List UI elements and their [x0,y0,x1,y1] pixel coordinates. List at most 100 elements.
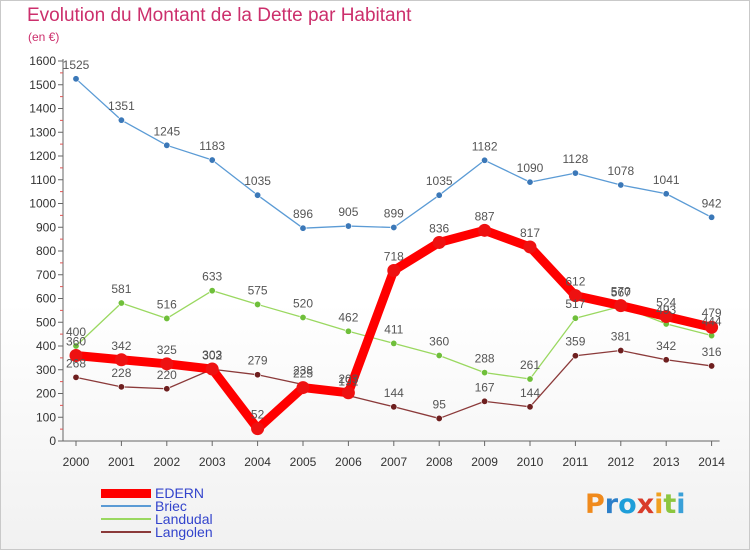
point-edern [659,310,673,324]
data-label-briec: 1035 [244,174,271,188]
data-label-landudal: 516 [157,297,177,311]
legend-item-edern: EDERN [101,485,301,501]
data-label-landudal: 517 [565,297,585,311]
data-label-briec: 1035 [426,174,453,188]
point-briec [254,191,262,199]
data-label-langolen: 144 [384,386,404,400]
data-label-langolen: 268 [66,356,86,370]
point-landudal [299,313,307,321]
point-briec [617,181,625,189]
x-tick-label: 2010 [517,455,544,469]
y-tick-label: 300 [36,363,56,377]
data-label-edern: 303 [202,348,222,362]
point-briec [435,191,443,199]
logo-letter: i [676,489,686,520]
point-briec [208,156,216,164]
proxiti-logo: Proxiti [585,489,686,520]
y-tick-label: 1500 [29,78,56,92]
x-tick-label: 2000 [63,455,90,469]
data-label-briec: 1351 [108,99,135,113]
point-briec [72,75,80,83]
point-landudal [254,300,262,308]
point-edern [69,349,83,362]
data-label-langolen: 220 [157,368,177,382]
x-tick-label: 2011 [562,455,588,469]
data-label-landudal: 261 [520,358,540,372]
legend-label: Langolen [155,524,213,540]
data-label-langolen: 279 [248,354,268,368]
y-tick-label: 1300 [29,125,56,139]
x-tick-label: 2002 [153,455,180,469]
legend-swatch [101,531,151,533]
data-label-briec: 1245 [153,124,180,138]
x-tick-label: 2007 [380,455,407,469]
legend-item-landudal: Landudal [101,511,301,527]
data-label-landudal: 400 [66,325,86,339]
y-tick-label: 1400 [29,102,56,116]
point-landudal [344,327,352,335]
data-label-langolen: 359 [565,335,585,349]
point-briec [117,116,125,124]
data-label-briec: 1090 [517,161,544,175]
y-tick-label: 1100 [30,173,56,187]
data-label-briec: 1128 [562,152,588,166]
data-label-landudal: 462 [338,310,358,324]
data-label-landudal: 360 [429,335,449,349]
point-langolen [117,383,125,391]
data-label-briec: 942 [702,196,722,210]
point-edern [614,299,628,313]
point-edern [341,386,355,400]
point-edern [205,362,219,376]
point-briec [526,178,534,186]
series-lines-layer [69,75,719,436]
point-edern [251,422,265,436]
point-landudal [163,314,171,322]
data-label-landudal: 581 [111,282,131,296]
point-langolen [617,347,625,355]
point-briec [299,224,307,232]
point-langolen [708,362,716,370]
data-label-edern: 225 [293,367,313,381]
axes-layer: 0 100 200 300 400 500 600 700 800 900 1000 1100 1200… [29,54,725,469]
y-tick-label: 1000 [29,197,56,211]
data-label-briec: 1078 [607,164,634,178]
data-label-langolen: 316 [702,345,722,359]
chart-title: Evolution du Montant de la Dette par Hab… [27,5,412,26]
x-tick-label: 2009 [471,455,498,469]
data-label-langolen: 228 [111,366,131,380]
data-label-landudal: 575 [248,283,268,297]
logo-letter: o [618,489,637,520]
y-tick-label: 600 [36,292,56,306]
point-edern [160,357,174,371]
data-labels-layer: 1525 1351 1245 1183 1035 896 905 899 1035 1182 109… [63,58,722,422]
y-tick-label: 1200 [29,149,56,163]
x-tick-label: 2004 [244,455,271,469]
point-landudal [390,339,398,347]
data-label-edern: 360 [66,335,86,349]
y-tick-label: 500 [36,315,56,329]
point-langolen [526,403,534,411]
data-label-langolen: 167 [475,380,495,394]
logo-letter: x [636,489,655,520]
legend-item-briec: Briec [101,498,301,514]
data-label-langolen: 191 [338,375,358,389]
data-label-edern: 325 [157,343,177,357]
data-label-langolen: 95 [433,397,447,411]
y-tick-label: 100 [36,410,56,424]
point-langolen [662,356,670,364]
point-landudal [117,299,125,307]
data-label-langolen: 238 [293,363,313,377]
point-briec [163,141,171,149]
data-label-edern: 342 [111,339,131,353]
data-label-briec: 899 [384,206,404,220]
y-tick-label: 200 [36,387,56,401]
data-label-landudal: 444 [702,315,722,329]
logo-letter: t [663,489,677,520]
data-label-edern: 612 [565,275,585,289]
data-label-langolen: 381 [611,330,631,344]
y-tick-label: 0 [49,434,56,448]
data-label-landudal: 567 [611,285,631,299]
data-label-briec: 1041 [653,173,680,187]
point-landudal [208,287,216,295]
